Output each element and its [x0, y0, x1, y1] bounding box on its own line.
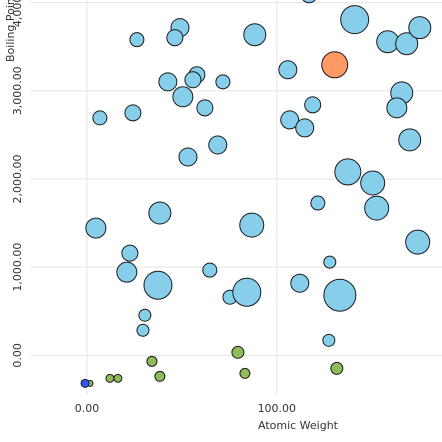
bubble — [196, 99, 214, 117]
y-tick-label: 0.00 — [11, 343, 24, 368]
bubble — [278, 60, 298, 80]
bubble — [364, 195, 390, 221]
x-tick-label: 100.00 — [258, 402, 297, 415]
bubble — [334, 158, 362, 186]
bubble — [232, 277, 262, 307]
bubble — [129, 32, 145, 48]
bubble — [322, 333, 336, 347]
bubble — [231, 345, 245, 359]
bubble — [158, 72, 178, 92]
y-tick-label: 4,000.00 — [11, 0, 24, 27]
y-axis-title: Boiling Point — [4, 0, 17, 62]
bubble — [243, 23, 267, 47]
bubble — [154, 370, 166, 382]
y-tick-label: 3,000.00 — [11, 66, 24, 115]
y-tick-label: 1,000.00 — [11, 243, 24, 292]
y-tick-label: 2,000.00 — [11, 154, 24, 203]
bubble — [116, 261, 138, 283]
x-axis-title: Atomic Weight — [258, 419, 339, 432]
bubble — [148, 201, 172, 225]
bubble — [166, 29, 184, 47]
bubble — [208, 135, 228, 155]
bubble — [202, 262, 218, 278]
bubble — [92, 110, 108, 126]
bubble — [138, 308, 152, 322]
bubble — [178, 147, 198, 167]
bubble — [105, 373, 115, 383]
bubble — [239, 212, 265, 238]
bubble — [398, 128, 422, 152]
bubble — [143, 270, 173, 300]
bubble — [136, 323, 150, 337]
bubble — [124, 104, 142, 122]
bubble — [323, 278, 357, 312]
bubble — [330, 361, 344, 375]
bubble — [386, 97, 408, 119]
bubble — [304, 96, 322, 114]
bubble — [295, 118, 315, 138]
x-tick-label: 0.00 — [75, 402, 100, 415]
bubble — [302, 0, 316, 4]
bubble — [184, 71, 202, 89]
bubble — [85, 217, 107, 239]
bubble — [215, 74, 231, 90]
bubble — [323, 255, 337, 269]
bubble — [408, 16, 432, 40]
bubble — [146, 355, 158, 367]
bubble — [360, 170, 386, 196]
bubble — [121, 244, 139, 262]
bubble — [321, 51, 349, 79]
bubble — [113, 373, 123, 383]
bubble — [290, 273, 310, 293]
bubble — [80, 378, 90, 388]
bubble — [280, 110, 300, 130]
bubble — [239, 367, 251, 379]
bubble — [340, 5, 370, 35]
bubble — [310, 195, 326, 211]
bubble — [172, 86, 194, 108]
bubble — [395, 32, 419, 56]
bubble — [405, 229, 431, 255]
